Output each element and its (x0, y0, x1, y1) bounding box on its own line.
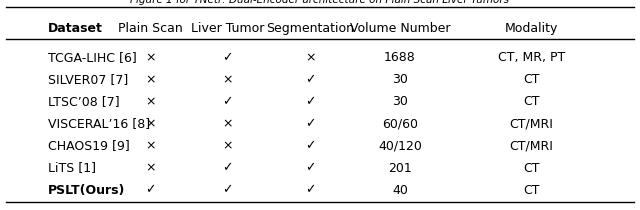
Text: TCGA-LIHC [6]: TCGA-LIHC [6] (48, 51, 137, 64)
Text: LTSC’08 [7]: LTSC’08 [7] (48, 95, 120, 108)
Text: ×: × (222, 117, 232, 130)
Text: ✓: ✓ (222, 161, 232, 175)
Text: Liver Tumor: Liver Tumor (191, 22, 264, 35)
Text: Segmentation: Segmentation (266, 22, 355, 35)
Text: PSLT(Ours): PSLT(Ours) (48, 184, 125, 197)
Text: 30: 30 (392, 73, 408, 86)
Text: CT, MR, PT: CT, MR, PT (497, 51, 565, 64)
Text: ✓: ✓ (222, 51, 232, 64)
Text: 60/60: 60/60 (382, 117, 418, 130)
Text: ×: × (145, 95, 156, 108)
Text: Plain Scan: Plain Scan (118, 22, 183, 35)
Text: 201: 201 (388, 161, 412, 175)
Text: Figure 1 for YNetr: Dual-Encoder architecture on Plain Scan Liver Tumors: Figure 1 for YNetr: Dual-Encoder archite… (131, 0, 509, 5)
Text: 30: 30 (392, 95, 408, 108)
Text: 40/120: 40/120 (378, 139, 422, 152)
Text: ✓: ✓ (222, 95, 232, 108)
Text: ×: × (305, 51, 316, 64)
Text: ✓: ✓ (305, 139, 316, 152)
Text: ×: × (145, 161, 156, 175)
Text: CT/MRI: CT/MRI (509, 117, 553, 130)
Text: ×: × (145, 51, 156, 64)
Text: 40: 40 (392, 184, 408, 197)
Text: ×: × (222, 139, 232, 152)
Text: CHAOS19 [9]: CHAOS19 [9] (48, 139, 130, 152)
Text: ✓: ✓ (305, 184, 316, 197)
Text: Volume Number: Volume Number (349, 22, 451, 35)
Text: Dataset: Dataset (48, 22, 103, 35)
Text: ✓: ✓ (305, 95, 316, 108)
Text: Modality: Modality (504, 22, 558, 35)
Text: LiTS [1]: LiTS [1] (48, 161, 96, 175)
Text: ✓: ✓ (305, 117, 316, 130)
Text: CT: CT (523, 184, 540, 197)
Text: ✓: ✓ (222, 184, 232, 197)
Text: VISCERAL’16 [8]: VISCERAL’16 [8] (48, 117, 150, 130)
Text: ✓: ✓ (305, 73, 316, 86)
Text: ✓: ✓ (305, 161, 316, 175)
Text: CT/MRI: CT/MRI (509, 139, 553, 152)
Text: ×: × (145, 73, 156, 86)
Text: CT: CT (523, 95, 540, 108)
Text: ×: × (222, 73, 232, 86)
Text: CT: CT (523, 161, 540, 175)
Text: CT: CT (523, 73, 540, 86)
Text: 1688: 1688 (384, 51, 416, 64)
Text: ×: × (145, 139, 156, 152)
Text: ×: × (145, 117, 156, 130)
Text: ✓: ✓ (145, 184, 156, 197)
Text: SILVER07 [7]: SILVER07 [7] (48, 73, 128, 86)
